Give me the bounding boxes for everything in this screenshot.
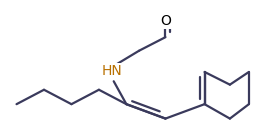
Text: HN: HN <box>101 64 122 78</box>
Text: O: O <box>160 14 171 28</box>
